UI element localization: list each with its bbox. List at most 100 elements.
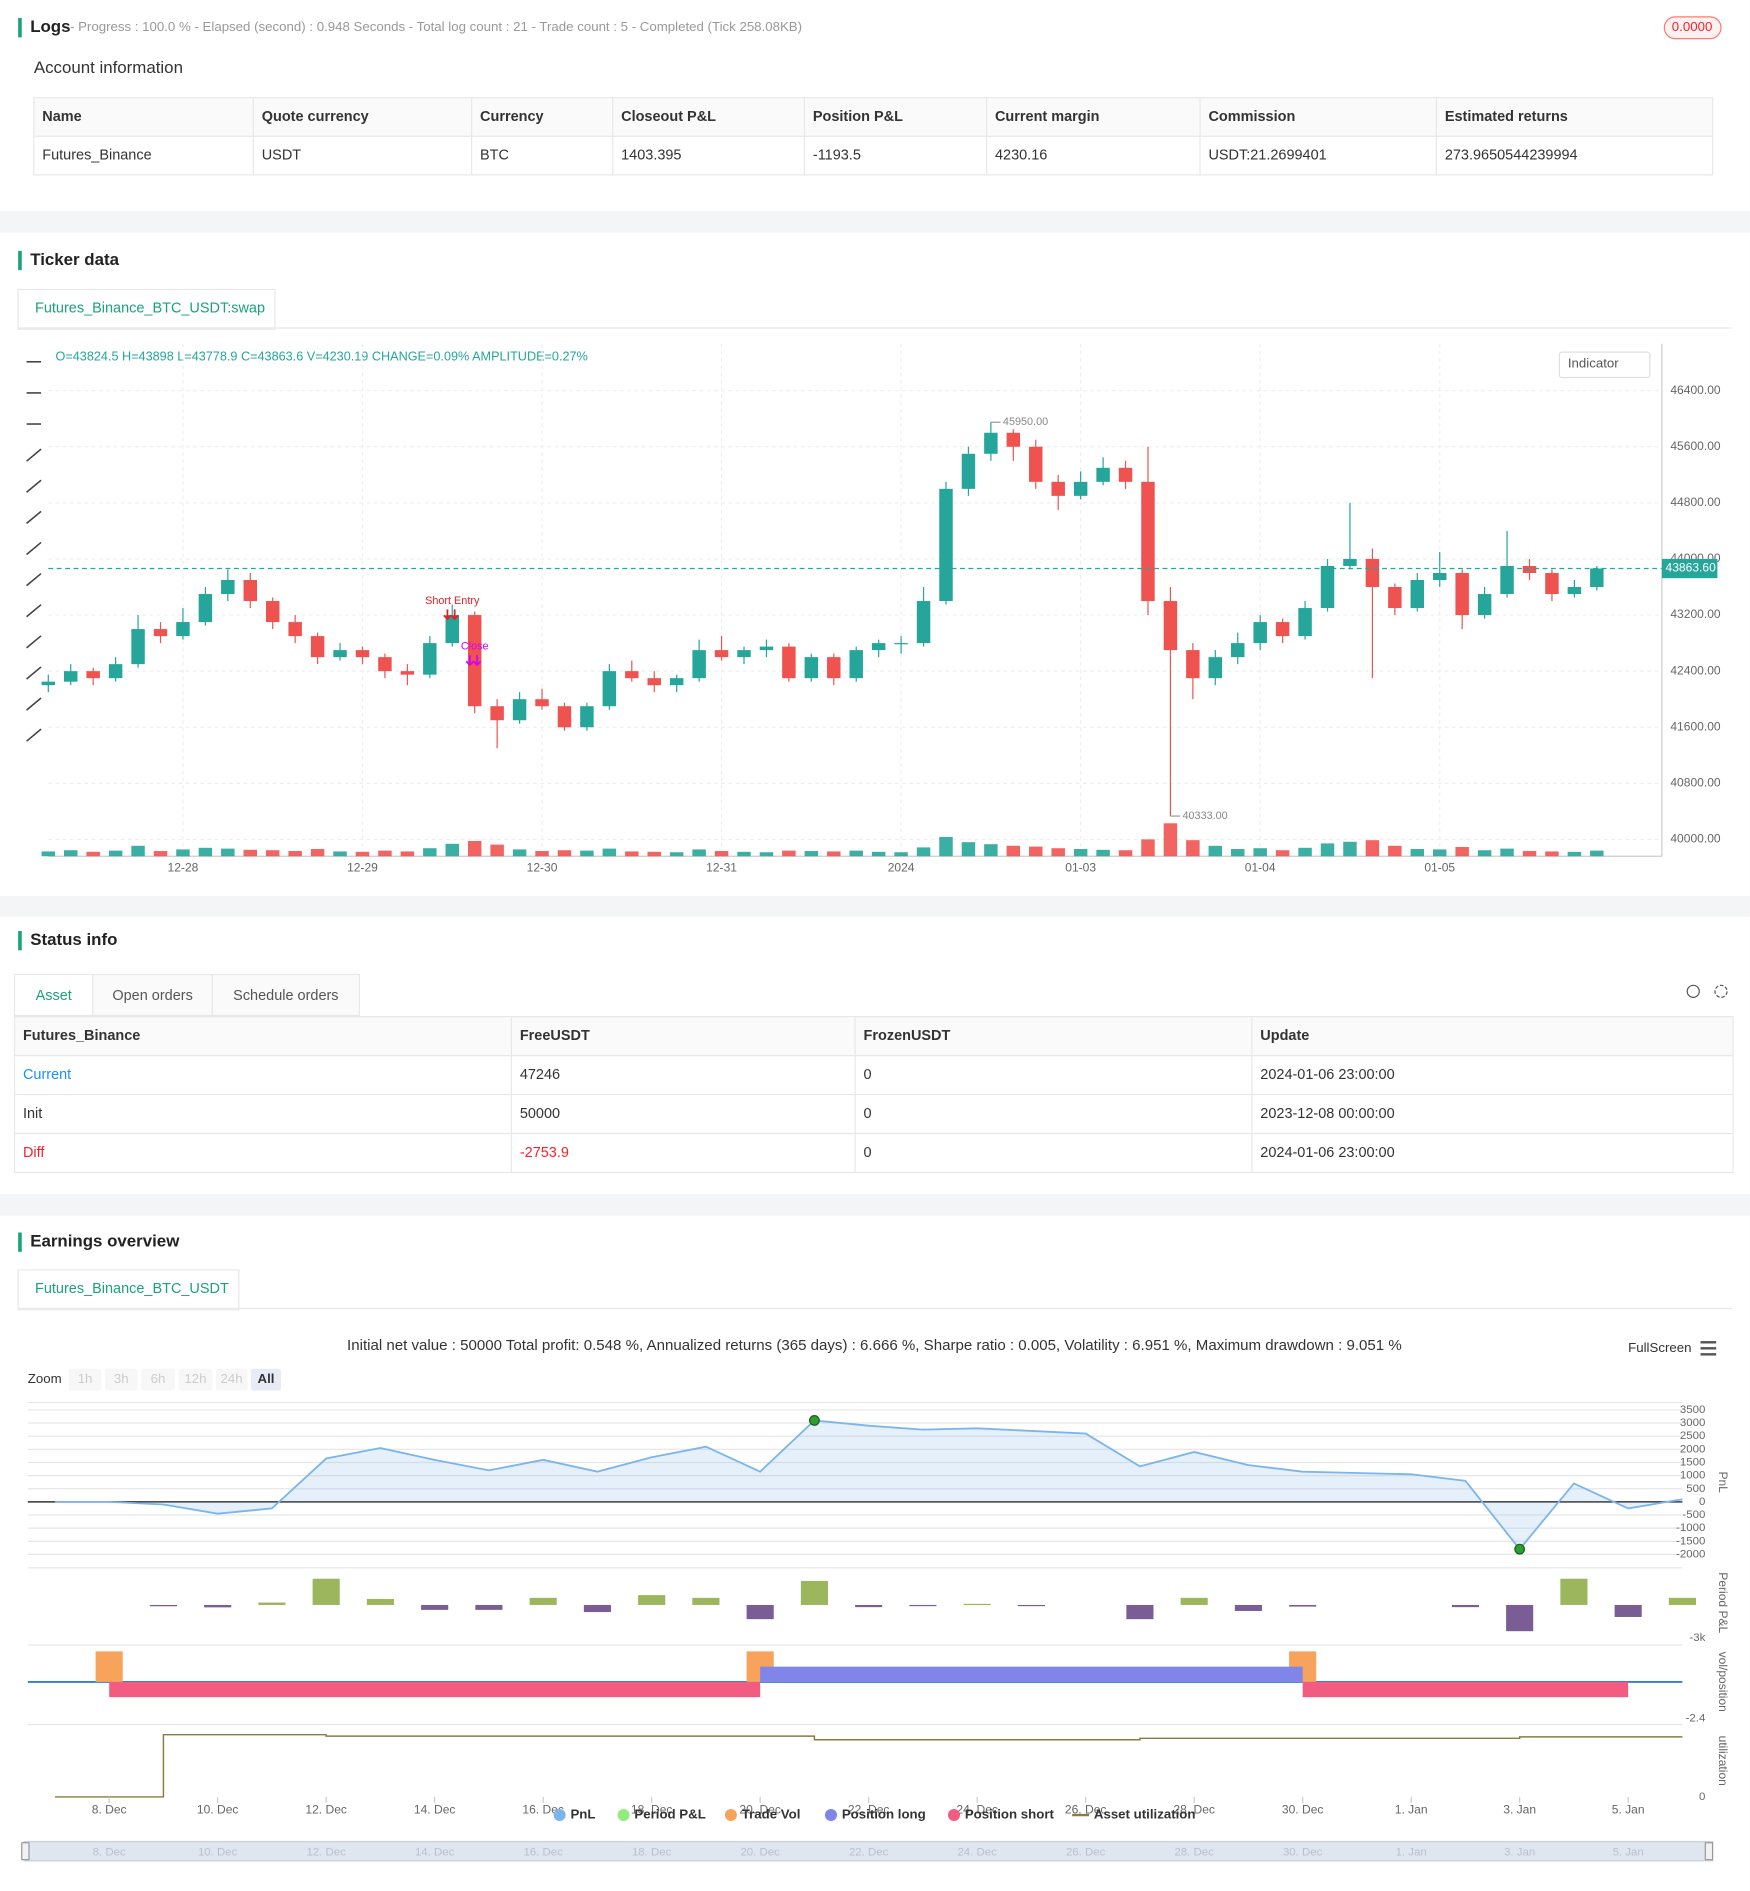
zoom-button-text[interactable]: 6h [151,1371,166,1386]
candle-body [1455,572,1469,616]
zoom-button[interactable] [215,1368,248,1391]
volume-bar [1298,847,1312,857]
legend-label[interactable]: Period P&L [634,1807,705,1822]
candle-body [378,657,392,672]
candle-body [310,636,325,658]
zoom-button-text[interactable]: 24h [221,1371,243,1386]
tool-icon[interactable] [26,697,42,711]
tool-icon[interactable] [26,448,42,462]
position-bar [109,1681,761,1698]
period-bar [1017,1604,1045,1607]
volume-bar [1500,848,1514,857]
tool-icon[interactable] [26,541,42,556]
legend-symbol[interactable] [824,1808,838,1822]
volume-bar [512,849,527,857]
volume-bar [265,850,280,857]
navigator-handle[interactable] [1704,1842,1714,1861]
legend-symbol[interactable] [947,1808,961,1822]
volume-bar [916,847,931,857]
y-tick-label: 3000 [1680,1417,1705,1429]
fullscreen[interactable]: FullScreen [1628,1340,1691,1355]
period-bar [149,1604,177,1607]
tool-icon[interactable] [26,510,42,525]
earnings-tab-text[interactable]: Futures_Binance_BTC_USDT [35,1281,229,1297]
tool-icon[interactable] [26,666,42,680]
table-cell: 1403.395 [621,147,681,163]
period-bar [1234,1604,1262,1611]
period-bar [366,1598,394,1605]
table-cell: 0 [864,1067,872,1083]
position-bar [760,1666,1303,1682]
volume-bar [1388,845,1402,857]
legend-label[interactable]: PnL [570,1807,595,1822]
zoom-button[interactable] [68,1368,102,1391]
menu-icon[interactable] [1700,1341,1717,1356]
period-bar [1126,1604,1154,1620]
badge [1663,16,1722,40]
x-tick-label: 12-29 [347,861,378,875]
legend-symbol[interactable] [553,1808,566,1822]
ohlc-info: O=43824.5 H=43898 L=43778.9 C=43863.6 V=… [56,349,588,363]
candle-body [557,706,572,728]
status-tab-text[interactable]: Asset [36,988,72,1004]
table-cell: USDT [262,147,302,163]
indicator-button[interactable] [1558,351,1651,379]
candle-body [602,671,617,707]
zoom-button[interactable] [178,1368,213,1391]
volume-bar [714,851,729,857]
candle-body [849,650,863,679]
volume-bar [1545,851,1559,857]
zoom-button-text[interactable]: 12h [184,1371,206,1386]
candle-body [894,643,908,645]
volume-bar [221,848,235,857]
period-bar [583,1604,611,1613]
legend-symbol[interactable] [724,1808,737,1822]
zoom-label: Zoom [28,1371,62,1386]
navigator-label: 5. Jan [1613,1846,1644,1858]
navigator-label: 3. Jan [1504,1846,1535,1858]
volume-bar [849,850,863,857]
zoom-button-text[interactable]: 3h [114,1371,129,1386]
table-cell: -2753.9 [520,1145,569,1161]
volume-bar [1567,851,1582,857]
tool-icon[interactable] [26,479,42,493]
x-tick-label: 8. Dec [92,1802,127,1816]
candle-body [64,671,78,682]
tool-icon[interactable] [26,572,42,587]
earnings-title: Earnings overview [30,1232,180,1251]
candle-body [1118,467,1133,482]
volume-bar [1455,847,1469,857]
indicator-text[interactable]: Indicator [1568,356,1619,371]
status-icons[interactable] [1686,984,1728,998]
x-tick-label: 10. Dec [197,1802,239,1816]
candle-body [333,650,347,658]
volume-bar [64,850,78,857]
legend-symbol[interactable] [617,1808,630,1822]
status-tab[interactable] [92,973,213,1017]
tool-icon[interactable] [26,728,42,742]
ticker-tab[interactable] [17,288,276,330]
zoom-button-text[interactable]: 1h [78,1371,93,1386]
earnings-tab[interactable] [17,1269,240,1311]
legend-label[interactable]: Asset utilization [1094,1807,1196,1822]
tool-icon[interactable] [26,604,42,618]
ticker-tab-text[interactable]: Futures_Binance_BTC_USDT:swap [35,301,265,317]
zoom-button[interactable] [250,1368,282,1391]
legend-label[interactable]: Trade Vol [742,1807,801,1822]
candle-body [512,699,527,721]
legend-label[interactable]: Position short [965,1807,1055,1822]
legend-label[interactable]: Position long [842,1807,926,1822]
x-tick-label: 26. Dec [1065,1802,1107,1816]
status-tab-text[interactable]: Schedule orders [233,988,338,1004]
zoom-button[interactable] [141,1368,175,1391]
status-tab-text[interactable]: Open orders [112,988,192,1004]
tool-icon[interactable] [26,635,42,649]
zoom-button[interactable] [104,1368,138,1391]
volume-bar [1320,843,1335,857]
status-tab[interactable] [211,973,361,1017]
zoom-button-text[interactable]: All [258,1371,275,1386]
status-tab[interactable] [13,973,94,1017]
x-tick-label: 12-28 [168,861,199,875]
navigator-handle[interactable] [21,1842,30,1861]
period-bar [638,1595,666,1605]
